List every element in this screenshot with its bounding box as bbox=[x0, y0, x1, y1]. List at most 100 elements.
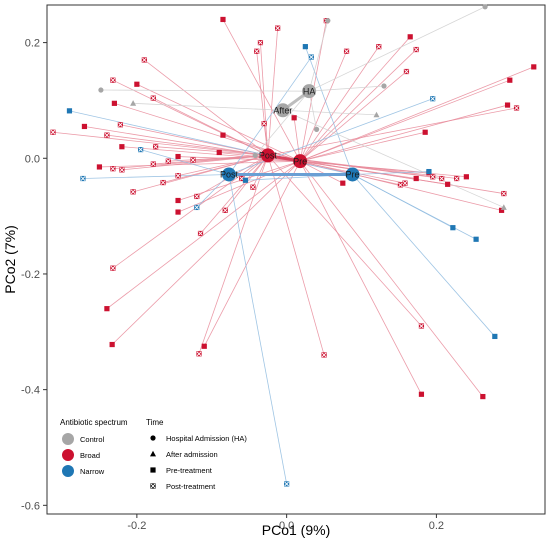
spider-line bbox=[111, 160, 301, 345]
sample-point bbox=[220, 16, 226, 23]
legend: Antibiotic spectrum Control Broad Narrow… bbox=[60, 418, 247, 491]
centroid-label: Post bbox=[259, 151, 278, 161]
sample-point bbox=[407, 34, 413, 40]
spider-line bbox=[106, 160, 301, 309]
spider-line bbox=[308, 20, 329, 92]
sample-point bbox=[119, 144, 125, 150]
y-tick-label: -0.6 bbox=[21, 500, 40, 512]
sample-point bbox=[201, 343, 207, 349]
sample-point bbox=[291, 115, 297, 121]
spider-line bbox=[260, 42, 269, 156]
centroid-marker bbox=[275, 103, 290, 118]
legend-label-post-treatment: Post-treatment bbox=[166, 482, 216, 491]
sample-point bbox=[373, 111, 380, 118]
centroid-marker bbox=[221, 167, 236, 182]
sample-point bbox=[313, 126, 320, 132]
sample-point bbox=[66, 108, 73, 114]
panel-background bbox=[46, 4, 546, 515]
spider-line bbox=[300, 160, 467, 178]
spider-line bbox=[267, 107, 517, 156]
sample-point bbox=[110, 265, 116, 271]
spider-line bbox=[228, 174, 288, 484]
spider-line bbox=[300, 104, 508, 162]
x-tick-label: 0.0 bbox=[279, 520, 294, 532]
legend-spectrum-title: Antibiotic spectrum bbox=[60, 418, 128, 427]
sample-point bbox=[119, 167, 125, 173]
sample-point bbox=[403, 68, 410, 75]
y-tick-label: -0.4 bbox=[21, 385, 40, 397]
sample-point bbox=[110, 166, 116, 172]
sample-point bbox=[130, 100, 137, 106]
sample-point bbox=[261, 120, 267, 127]
spider-line bbox=[155, 146, 268, 156]
sample-point bbox=[222, 207, 228, 213]
spider-line bbox=[144, 59, 269, 156]
sample-point bbox=[194, 204, 200, 211]
sample-point bbox=[175, 153, 181, 160]
sample-point bbox=[422, 129, 428, 135]
legend-shape-square-icon bbox=[150, 467, 156, 473]
sample-point bbox=[141, 57, 147, 63]
spider-line bbox=[196, 174, 230, 208]
spider-line bbox=[140, 149, 230, 175]
sample-point bbox=[130, 189, 136, 195]
sample-point bbox=[498, 207, 505, 213]
spider-line bbox=[203, 160, 301, 347]
legend-shape bbox=[150, 435, 156, 441]
sample-point bbox=[254, 48, 260, 54]
sample-point bbox=[175, 209, 181, 215]
spider-line bbox=[228, 98, 433, 175]
sample-point bbox=[418, 391, 425, 397]
sample-point bbox=[402, 180, 408, 186]
spider-lines bbox=[52, 6, 534, 484]
legend-label-after-admission: After admission bbox=[166, 450, 218, 459]
sample-point bbox=[308, 54, 314, 60]
spider-line bbox=[222, 19, 301, 162]
x-tick-label: -0.2 bbox=[127, 520, 146, 532]
legend-label-pre-treatment: Pre-treatment bbox=[166, 466, 213, 475]
sample-point bbox=[430, 96, 436, 102]
spider-line bbox=[299, 51, 347, 162]
spider-line bbox=[133, 155, 269, 193]
centroid-marker bbox=[260, 148, 275, 163]
sample-point bbox=[81, 123, 88, 130]
sample-point bbox=[104, 132, 110, 138]
sample-point bbox=[397, 182, 404, 188]
sample-point bbox=[531, 64, 537, 70]
sample-point bbox=[196, 351, 202, 357]
sample-point bbox=[513, 105, 520, 111]
sample-point bbox=[220, 132, 226, 138]
spider-line bbox=[178, 156, 301, 162]
sample-point bbox=[500, 204, 507, 210]
sample-point bbox=[165, 158, 171, 164]
centroid-label: HA bbox=[303, 86, 316, 96]
centroid-control-ha: HA bbox=[302, 84, 317, 99]
sample-point bbox=[501, 190, 507, 197]
x-axis-title: PCo1 (9%) bbox=[262, 522, 330, 538]
sample-points bbox=[50, 4, 537, 487]
spider-line bbox=[106, 134, 268, 156]
centroid-narrow-post: Post bbox=[220, 167, 239, 182]
sample-point bbox=[194, 193, 200, 200]
sample-point bbox=[257, 39, 264, 46]
sample-point bbox=[104, 306, 110, 312]
sample-point bbox=[430, 174, 436, 180]
centroid-label: After bbox=[273, 105, 292, 115]
sample-point bbox=[150, 95, 156, 101]
y-tick-label: 0.2 bbox=[25, 38, 40, 50]
legend-item-control: Control bbox=[62, 433, 105, 445]
legend-swatch-narrow bbox=[62, 465, 74, 477]
sample-point bbox=[284, 481, 290, 487]
legend-shape-square-x-icon bbox=[150, 483, 156, 489]
centroid-broad-post: Post bbox=[259, 148, 278, 163]
centroid-label: Post bbox=[220, 170, 239, 180]
legend-label-narrow: Narrow bbox=[80, 467, 105, 476]
spider-line bbox=[352, 174, 477, 240]
legend-label-hospital-admission: Hospital Admission (HA) bbox=[166, 434, 247, 443]
sample-point bbox=[175, 197, 181, 204]
spider-line bbox=[133, 102, 283, 111]
spider-line bbox=[299, 36, 411, 162]
sample-point bbox=[197, 230, 204, 237]
legend-label-control: Control bbox=[80, 435, 105, 444]
